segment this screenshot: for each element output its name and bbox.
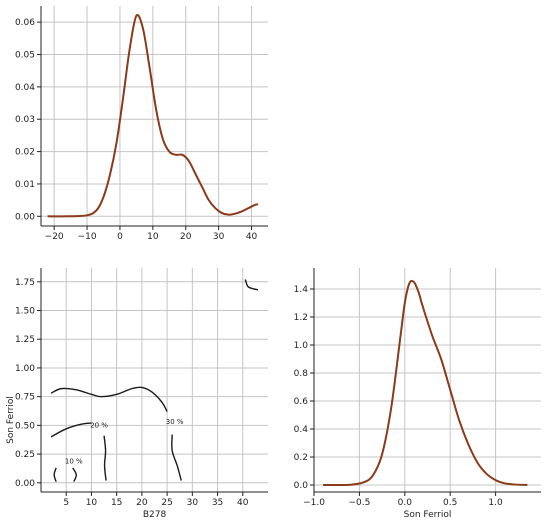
x-tick-label: 20 — [136, 498, 148, 508]
x-tick-label: 40 — [246, 232, 258, 242]
y-tick-label: 1.4 — [294, 285, 309, 295]
contour-line — [50, 422, 92, 438]
top-marginal-density-panel: −20 −10 0 10 20 30 40 0.00 0.01 0.02 0.03 0.04 0.05 0… — [15, 6, 268, 242]
x-tick-label: 0.5 — [443, 498, 457, 508]
joint-contour-panel: 5 10 15 20 25 30 35 40 0.00 0.25 0.50 0.75 1.00 1.25 1… — [6, 268, 268, 520]
y-tick-label: 0.25 — [15, 450, 35, 460]
density-curve — [47, 13, 259, 218]
contour-line — [171, 434, 182, 481]
y-tick-label: 0.75 — [15, 393, 35, 403]
x-tick-label: 30 — [213, 232, 225, 242]
contour-level-label: 10 % — [65, 457, 83, 465]
x-tick-label: 20 — [180, 232, 192, 242]
x-tick-label: −10 — [78, 232, 97, 242]
y-tick-label: 0.6 — [294, 397, 309, 407]
y-tick-label: 0.05 — [15, 51, 35, 61]
y-tick-label: 1.50 — [15, 307, 35, 317]
y-tick-label: 0.8 — [294, 369, 309, 379]
x-axis-label: Son Ferriol — [404, 510, 452, 520]
x-tick-label: 1.0 — [488, 498, 503, 508]
x-tick-label: 25 — [161, 498, 172, 508]
x-tick-label: −0.5 — [348, 498, 370, 508]
y-tick-label: 0.02 — [15, 148, 35, 158]
x-axis-label: B278 — [143, 510, 167, 520]
y-tick-label: 0.50 — [15, 421, 35, 431]
density-curve — [323, 279, 528, 487]
y-tick-label: 0.2 — [294, 453, 308, 463]
y-tick-label: 0.00 — [15, 212, 35, 222]
contour-line — [244, 279, 259, 291]
y-tick-label: 0.4 — [294, 425, 309, 435]
y-tick-label: 0.0 — [294, 481, 309, 491]
x-tick-label: 10 — [86, 498, 98, 508]
x-tick-label: 0.0 — [398, 498, 413, 508]
contour-line — [72, 467, 78, 482]
contour-line — [103, 435, 107, 481]
x-tick-label: 10 — [147, 232, 159, 242]
y-tick-label: 1.00 — [15, 364, 35, 374]
y-tick-label: 1.75 — [15, 278, 35, 288]
y-tick-label: 0.01 — [15, 180, 35, 190]
y-tick-label: 1.25 — [15, 335, 35, 345]
y-tick-label: 0.03 — [15, 115, 35, 125]
y-tick-label: 0.04 — [15, 83, 35, 93]
x-tick-label: 35 — [212, 498, 223, 508]
y-tick-label: 0.06 — [15, 18, 35, 28]
contour-line — [53, 467, 57, 482]
y-tick-label: 0.00 — [15, 479, 35, 489]
contour-line — [50, 386, 168, 412]
y-tick-label: 1.0 — [294, 341, 309, 351]
x-tick-label: −1.0 — [303, 498, 325, 508]
x-tick-label: 40 — [237, 498, 249, 508]
y-axis-label: Son Ferriol — [6, 396, 16, 444]
contour-level-label: 30 % — [166, 418, 184, 426]
right-marginal-density-panel: −1.0 −0.5 0.0 0.5 1.0 0.0 0.2 0.4 0.6 0.8 1.0 1.2 1.… — [294, 268, 541, 520]
x-tick-label: 5 — [63, 498, 69, 508]
y-tick-label: 1.2 — [294, 313, 308, 323]
contour-level-label: 20 % — [90, 422, 108, 430]
x-tick-label: 30 — [187, 498, 199, 508]
x-tick-label: 0 — [117, 232, 123, 242]
x-tick-label: −20 — [45, 232, 64, 242]
x-tick-label: 15 — [111, 498, 122, 508]
